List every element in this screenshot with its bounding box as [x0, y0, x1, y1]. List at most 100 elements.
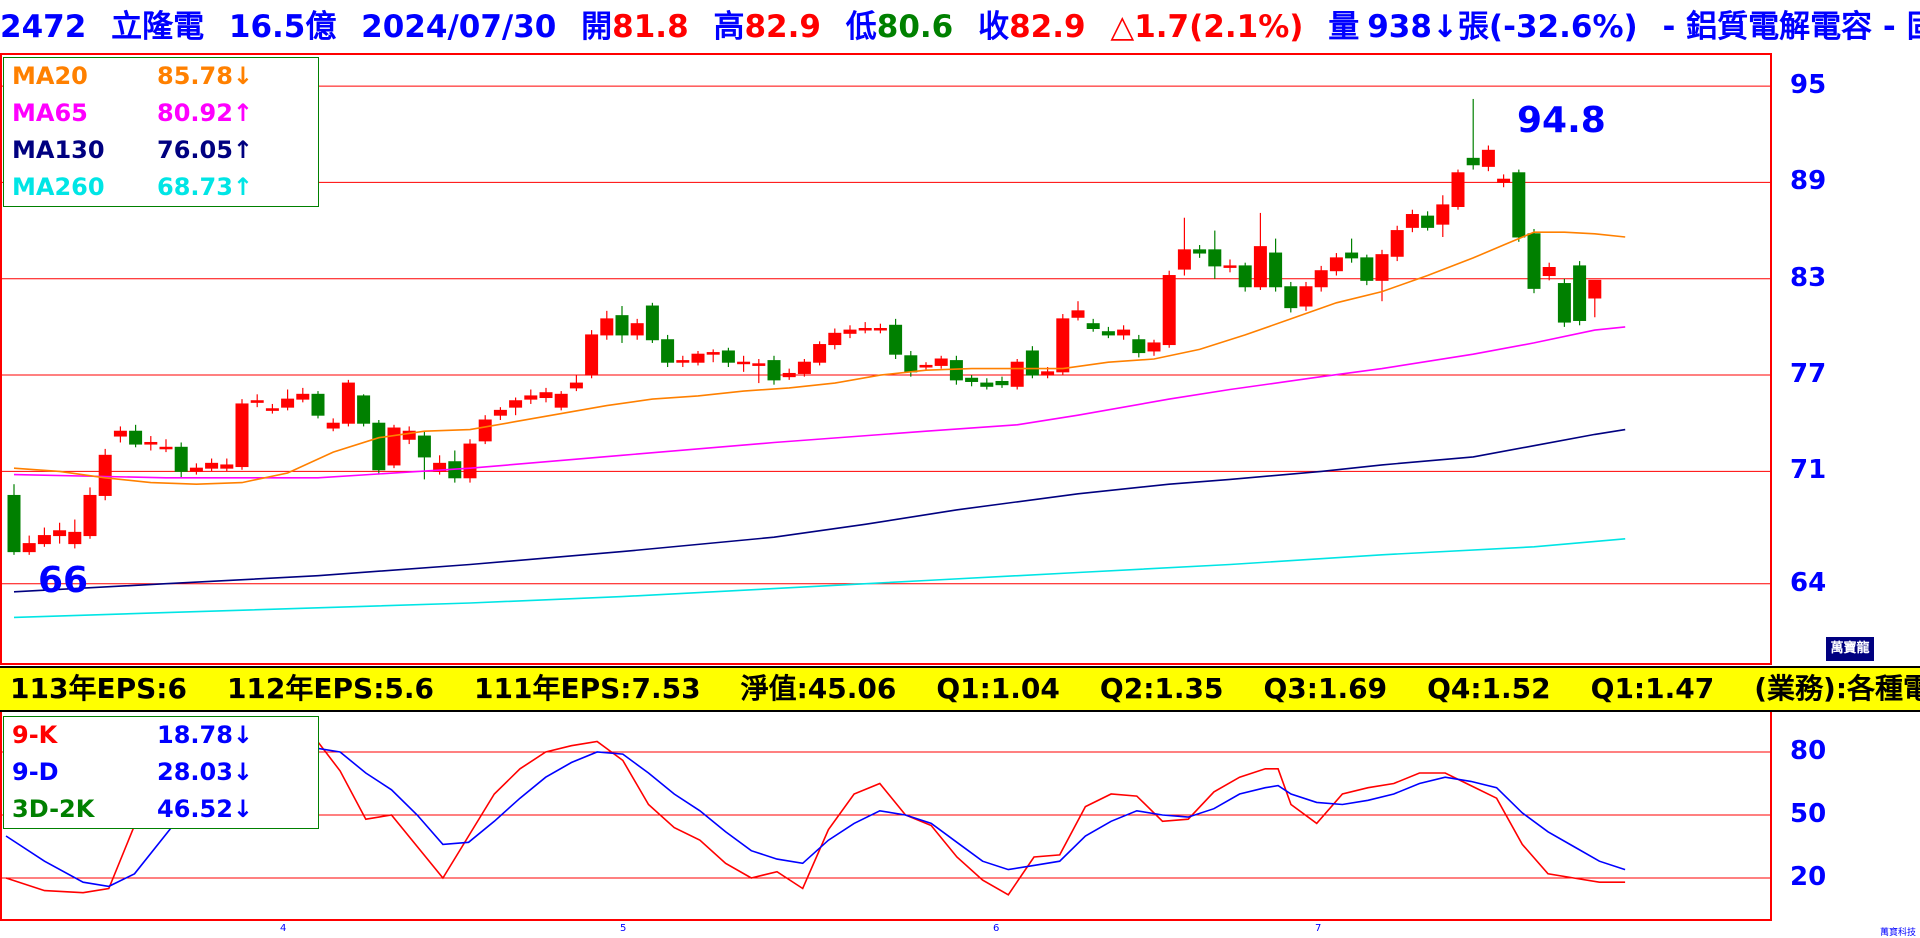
candle-body	[1010, 361, 1024, 387]
ma260-line	[13, 538, 1626, 619]
legend-d: 9-D 28.03↓	[4, 754, 318, 791]
legend-value: 68.73↑	[157, 173, 254, 201]
candle-body	[752, 363, 766, 366]
candle-body	[615, 315, 629, 336]
candle-body	[1299, 286, 1313, 307]
candle-body	[387, 427, 401, 466]
candle-body	[858, 328, 872, 331]
candle-body	[813, 344, 827, 363]
candle-body	[737, 361, 751, 365]
candle-body	[235, 403, 249, 468]
legend-label: MA130	[12, 136, 105, 164]
month-tick-label: 4	[280, 923, 287, 934]
candle-body	[7, 494, 21, 553]
price-tick-label: 64	[1790, 567, 1827, 598]
ma130-line	[13, 428, 1626, 593]
candle-body	[980, 382, 994, 387]
candle-body	[37, 535, 51, 545]
kd-legend: 9-K 18.78↓ 9-D 28.03↓ 3D-2K 46.52↓	[3, 716, 319, 829]
candle-body	[1147, 342, 1161, 352]
candle-body	[98, 454, 112, 496]
low-price: 低80.6	[845, 9, 954, 45]
eps-item: Q1:1.04	[936, 672, 1060, 705]
candle-body	[1314, 270, 1328, 288]
candle-body	[965, 377, 979, 382]
candle-body	[1421, 215, 1435, 228]
legend-value: 80.92↑	[157, 99, 254, 127]
close-price: 收82.9	[978, 9, 1086, 45]
candle-body	[1436, 204, 1450, 225]
month-tick-label: 6	[993, 923, 1000, 934]
footer-logo: 萬寶科技	[1879, 928, 1916, 938]
stock-code: 2472	[0, 9, 87, 45]
price-tick-label: 89	[1790, 166, 1827, 197]
candle-body	[1238, 265, 1252, 288]
candle-body	[797, 361, 811, 374]
stock-name: 立隆電	[111, 9, 205, 45]
price-tick-label: 77	[1790, 359, 1827, 390]
candle-body	[357, 395, 371, 424]
candle-body	[1345, 252, 1359, 259]
candle-body	[706, 352, 720, 355]
month-tick-label: 5	[620, 923, 627, 934]
candle-body	[265, 408, 279, 411]
candle-body	[341, 382, 355, 424]
candle-body	[524, 395, 538, 400]
eps-item: 淨值:45.06	[740, 672, 897, 705]
candle-body	[1588, 279, 1602, 299]
candle-body	[1056, 318, 1070, 373]
candle-body	[1117, 329, 1131, 336]
candle-body	[417, 435, 431, 458]
eps-item: Q3:1.69	[1263, 672, 1388, 705]
legend-ma20: MA20 85.78↓	[4, 58, 318, 95]
candle-body	[828, 332, 842, 346]
price-tick-label: 95	[1790, 70, 1827, 101]
brand-logo: 萬寶龍	[1826, 637, 1874, 661]
candle-body	[311, 393, 325, 416]
legend-label: MA20	[12, 62, 88, 90]
ma20-line	[13, 231, 1626, 486]
legend-value: 85.78↓	[157, 62, 254, 90]
candle-body	[144, 441, 158, 445]
candle-body	[949, 360, 963, 381]
candle-body	[189, 467, 203, 472]
candle-body	[159, 446, 173, 450]
candle-body	[53, 530, 67, 537]
candle-body	[205, 462, 219, 469]
high-price: 高82.9	[713, 9, 821, 45]
legend-label: 9-D	[12, 758, 59, 786]
candle-body	[1542, 267, 1556, 277]
candle-body	[645, 305, 659, 341]
eps-item: (業務):各種電子	[1754, 672, 1920, 705]
ma-legend: MA20 85.78↓ MA65 80.92↑ MA130 76.05↑ MA260 6…	[3, 57, 319, 207]
candle-body	[493, 409, 507, 416]
legend-label: MA260	[12, 173, 105, 201]
legend-value: 18.78↓	[157, 721, 254, 749]
candle-body	[1466, 157, 1480, 166]
legend-3d2k: 3D-2K 46.52↓	[4, 791, 318, 828]
candle-body	[83, 494, 97, 537]
candle-body	[372, 422, 386, 471]
candle-body	[281, 398, 295, 408]
candle-body	[1071, 310, 1085, 318]
eps-bar: 113年EPS:6 112年EPS:5.6 111年EPS:7.53 淨值:45.06…	[0, 666, 1920, 712]
candle-body	[326, 422, 340, 429]
legend-ma65: MA65 80.92↑	[4, 95, 318, 132]
candle-body	[1041, 371, 1055, 376]
legend-value: 76.05↑	[157, 136, 254, 164]
candle-body	[676, 360, 690, 363]
legend-value: 28.03↓	[157, 758, 254, 786]
candle-body	[661, 339, 675, 363]
kd-tick-label: 20	[1790, 862, 1827, 892]
candle-body	[1177, 249, 1191, 270]
candle-body	[1284, 286, 1298, 309]
open-price: 開81.8	[581, 9, 689, 45]
candle-body	[1025, 350, 1039, 376]
candle-body	[554, 393, 568, 408]
candle-body	[1269, 252, 1283, 288]
eps-item: 111年EPS:7.53	[474, 672, 701, 705]
high-annotation: 94.8	[1517, 100, 1606, 141]
legend-ma260: MA260 68.73↑	[4, 169, 318, 206]
candle-body	[1573, 265, 1587, 321]
